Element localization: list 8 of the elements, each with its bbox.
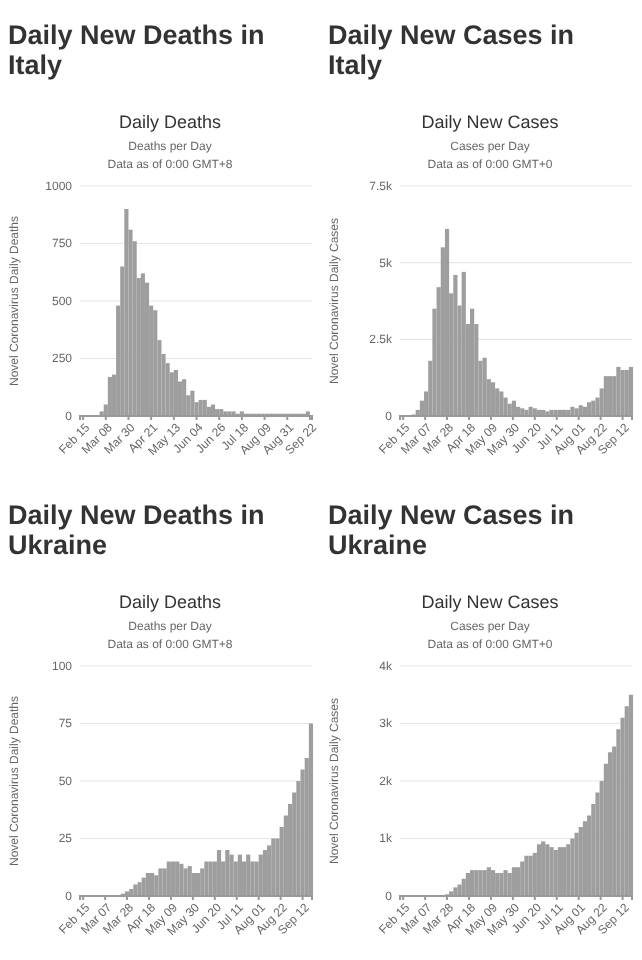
chart-title: Daily New Deaths in Italy	[8, 20, 265, 80]
chart-subtitle: Daily Deaths	[118, 592, 223, 612]
chart-title: Daily New Cases in Italy	[328, 20, 575, 80]
chart-subtitle: Daily New Cases	[421, 592, 560, 612]
chart-title: Daily New Deaths in Ukraine	[8, 500, 265, 560]
chart-title: Daily New Cases in Ukraine	[328, 500, 575, 560]
chart-subtitle: Daily Deaths	[118, 112, 223, 132]
chart-subtitle: Daily New Cases	[421, 112, 560, 132]
